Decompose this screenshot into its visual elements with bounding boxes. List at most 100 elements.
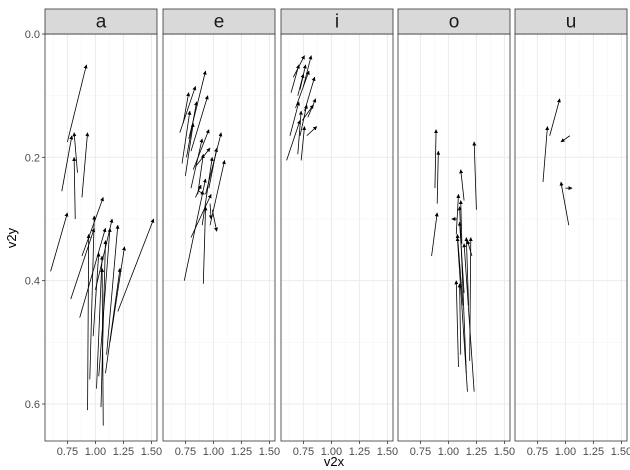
arrow-a [100,240,108,408]
arrow-e [185,123,195,176]
arrow-i [289,101,300,136]
arrow-o [468,237,473,361]
y-axis: 0.0 0.2 0.4 0.6 [25,29,45,411]
arrow-a [81,197,104,257]
arrow-e [181,110,192,164]
arrow-a [72,132,78,173]
arrow-o [462,243,475,392]
y-axis-title: v2y [4,227,19,248]
arrow-o [457,206,467,374]
arrow-i [304,76,316,112]
arrow-i [297,110,303,155]
strip-background [44,8,158,35]
x-tick-label: 1.25 [466,446,487,458]
arrow-a [98,227,112,377]
arrow-e [211,209,218,232]
facet-panel-e: e 0.75 1.00 1.25 1.50 [162,8,280,458]
arrow-i [307,98,317,118]
arrow-a [67,64,88,143]
arrow-u [560,135,571,143]
arrow-i [286,119,301,161]
x-axis-title: v2x [324,454,345,469]
arrow-o [431,212,439,257]
y-tick-label: 0.2 [25,152,40,164]
panel-background [515,34,627,441]
x-tick-label: 0.75 [57,446,78,458]
arrow-e [188,70,207,139]
strip-background [162,8,276,35]
arrow-a [105,267,122,374]
x-tick-label: 1.00 [203,446,224,458]
arrow-e [182,92,191,124]
arrow-i [303,55,313,87]
facet-panel-o: o 0.75 1.00 1.25 1.50 [397,8,515,458]
arrow-a [92,252,101,337]
arrow-a [106,224,120,355]
arrow-i [299,104,308,136]
x-tick-label: 1.50 [259,446,280,458]
arrow-u [542,126,550,183]
x-tick-label: 1.25 [349,446,370,458]
panel-background [45,34,157,441]
arrow-e [209,160,226,226]
arrow-o [434,129,439,189]
strip-label-e: e [214,12,225,33]
x-tick-label: 1.00 [321,446,342,458]
strip-label-u: u [566,12,577,33]
arrow-u [559,181,570,226]
arrow-o [455,237,468,392]
strip-label-a: a [96,12,107,33]
arrow-o [466,240,473,257]
arrow-e [179,86,197,133]
arrow-a [70,227,96,300]
arrow-e [190,138,204,189]
strip-label-i: i [335,12,339,33]
facet-panel-i: i 0.75 1.00 1.25 1.50 [280,8,398,458]
arrow-i [306,126,318,137]
arrow-e [192,129,210,170]
panel-background [163,34,275,441]
arrow-o [457,283,462,355]
strip-background [397,8,511,35]
arrow-a [117,218,155,312]
arrow-e [186,101,198,158]
arrow-e [208,203,213,220]
arrow-e [198,190,205,195]
arrow-a [72,156,77,220]
arrow-o [459,169,465,201]
facet-panel-a: a 0.75 1.00 1.25 1.50 [44,8,162,458]
x-tick-label: 1.50 [377,446,398,458]
x-tick-label: 1.25 [113,446,134,458]
arrow-o [472,141,477,210]
arrow-e [208,147,219,189]
x-tick-label: 0.75 [293,446,314,458]
x-tick-label: 0.75 [175,446,196,458]
arrow-i [292,55,305,78]
x-tick-label: 0.75 [527,446,548,458]
arrow-e [190,193,212,238]
y-tick-label: 0.4 [25,276,40,288]
arrow-e [202,206,208,284]
arrow-i [299,64,307,90]
arrow-a [109,246,126,343]
x-tick-label: 1.50 [494,446,515,458]
y-tick-label: 0.0 [25,29,40,41]
x-tick-label: 1.25 [231,446,252,458]
x-tick-label: 0.75 [410,446,431,458]
arrow-i [300,126,307,161]
arrow-i [295,70,310,109]
x-tick-label: 1.00 [438,446,459,458]
arrow-o [436,150,441,204]
y-tick-label: 0.6 [25,399,40,411]
arrow-o [464,237,469,306]
arrow-e [195,184,202,198]
x-tick-label: 1.50 [141,446,162,458]
arrow-e [190,95,209,152]
facet-panel-u: u 0.75 1.00 1.25 1.50 [514,8,630,458]
arrow-e [201,156,214,226]
arrow-a [89,215,97,380]
strip-background [514,8,628,35]
strip-background [280,8,394,35]
x-tick-label: 1.25 [583,446,604,458]
